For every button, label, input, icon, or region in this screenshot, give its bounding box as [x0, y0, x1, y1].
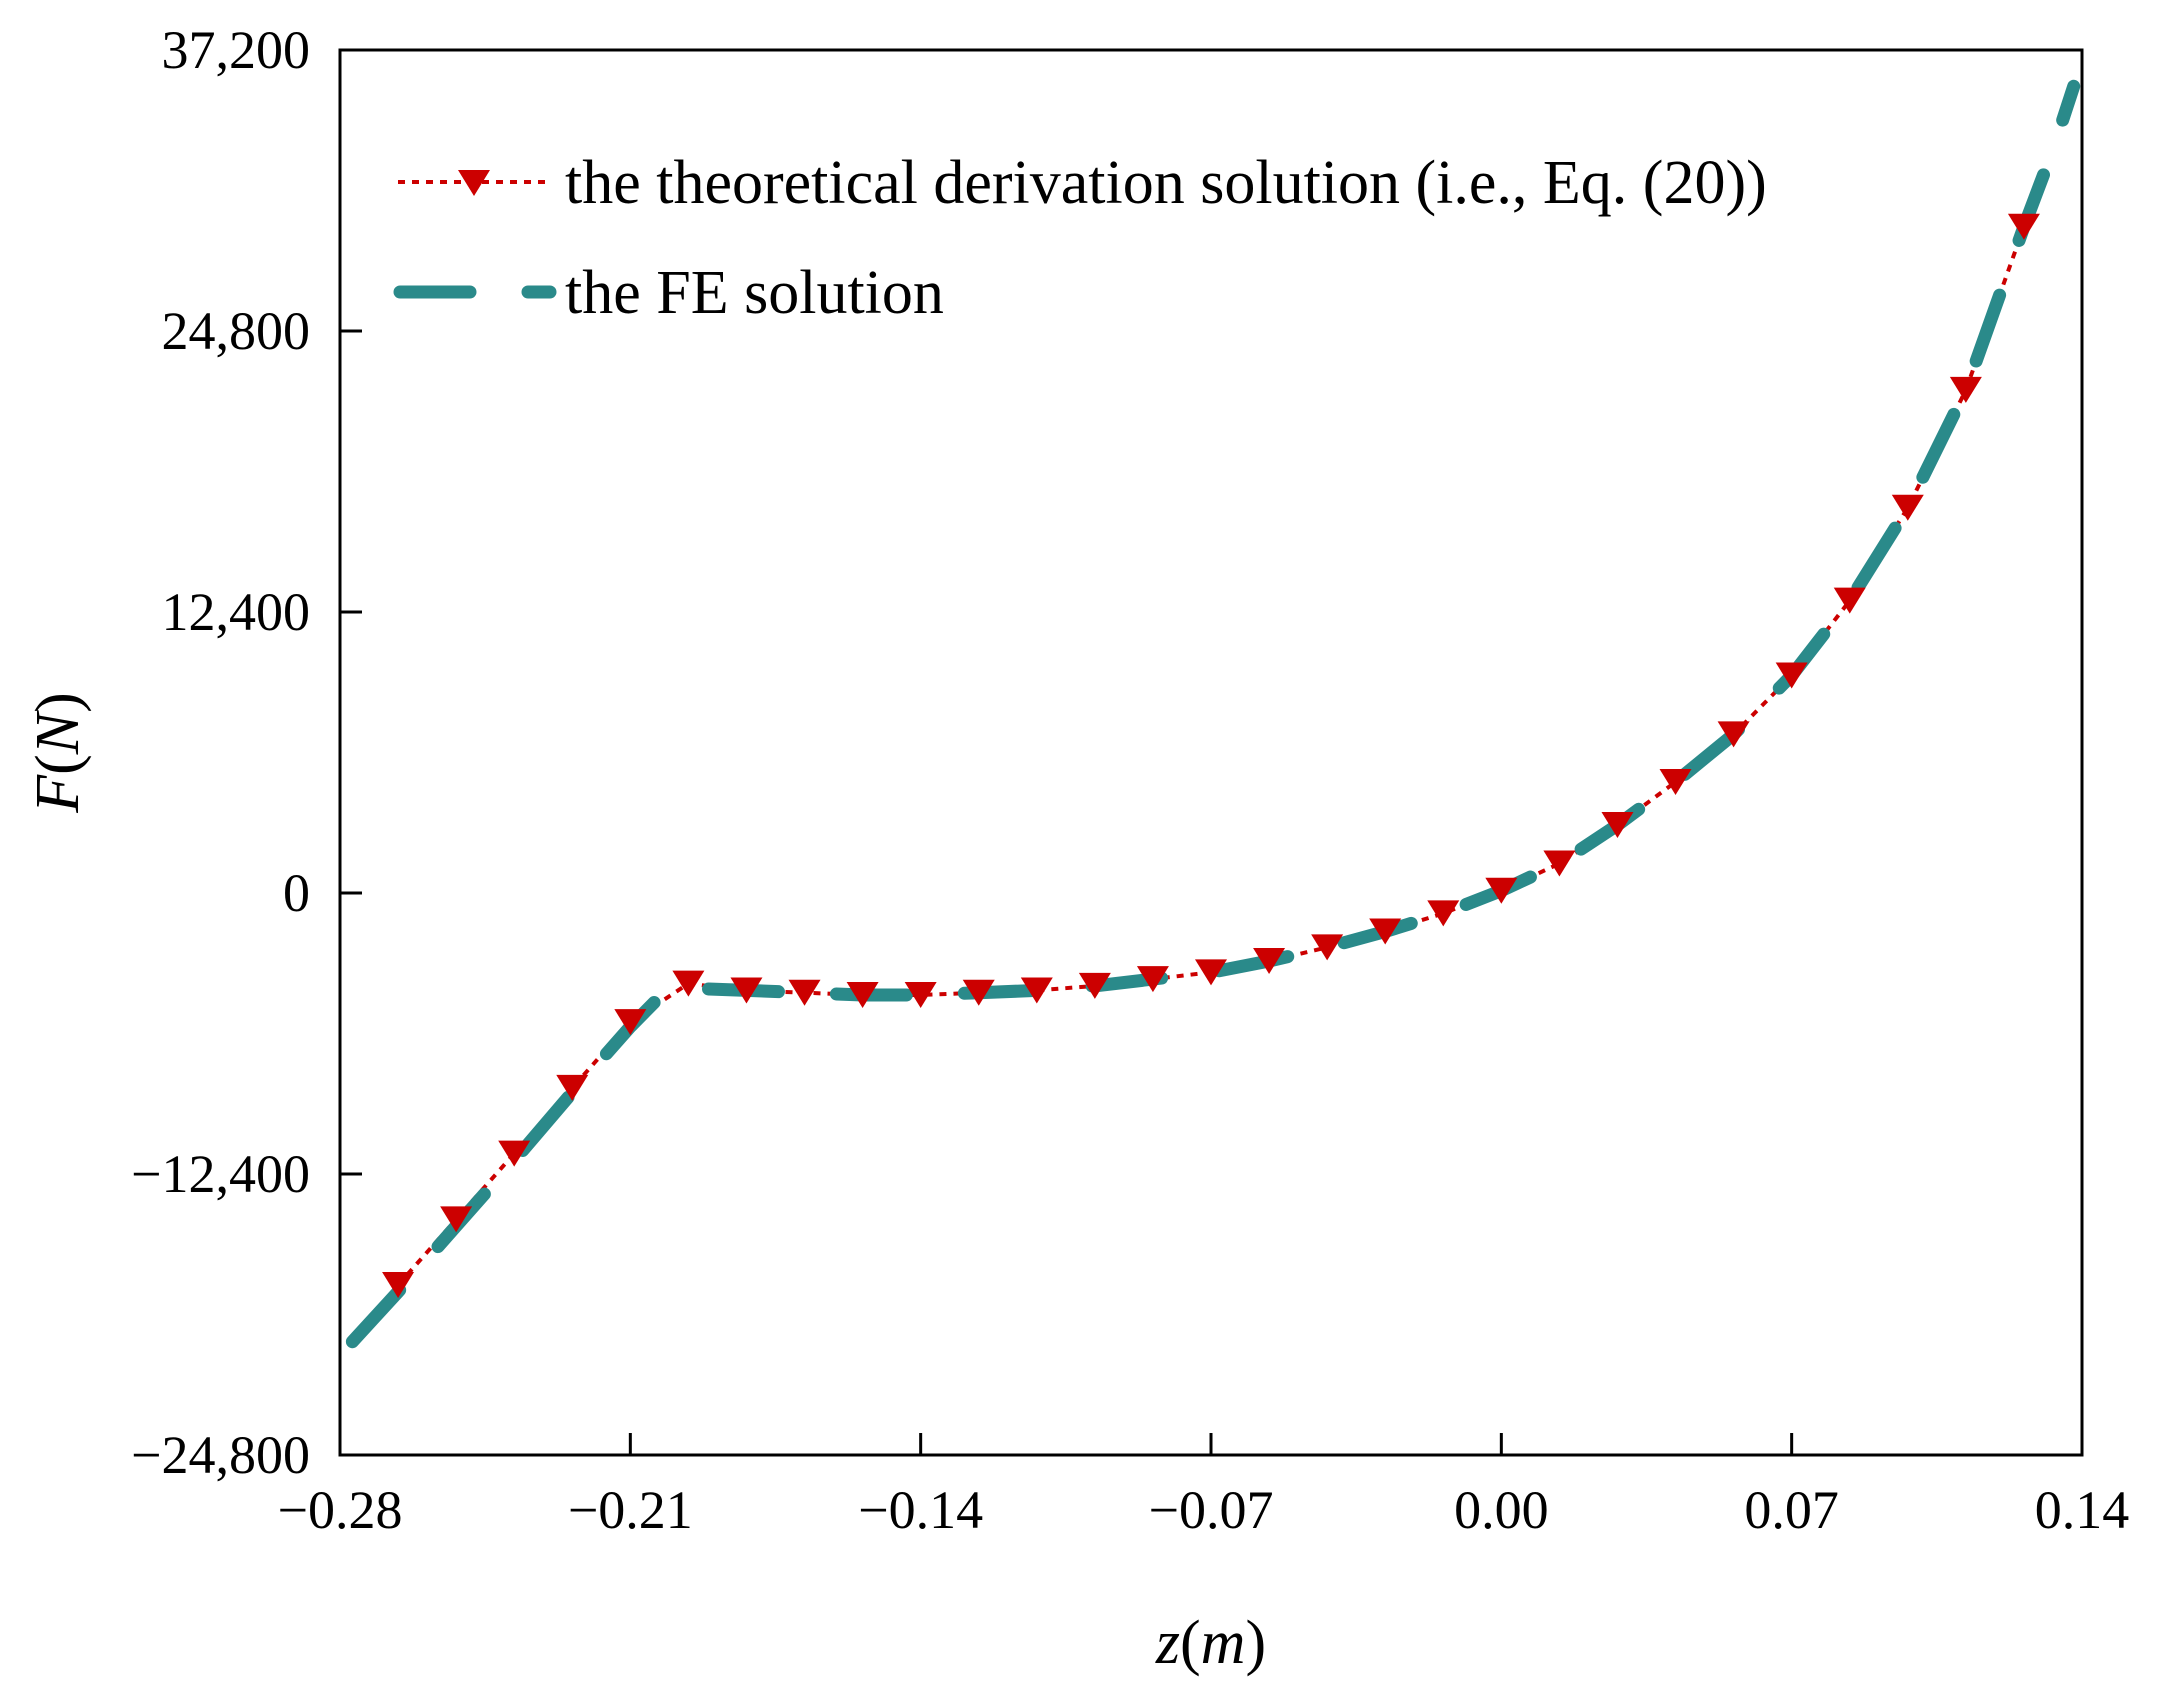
theoretical-point [556, 1074, 589, 1101]
theoretical-point [498, 1140, 531, 1167]
theoretical-point [1659, 768, 1692, 795]
theoretical-point [730, 977, 763, 1004]
theoretical-point [1891, 494, 1924, 521]
y-tick-label: −12,400 [131, 1144, 310, 1204]
theoretical-point [2007, 213, 2040, 240]
x-axis-title-unit: m [1201, 1609, 1246, 1677]
y-tick-label: 12,400 [162, 582, 311, 642]
x-tick-label: 0.00 [1454, 1480, 1549, 1540]
y-axis-title-var: F [24, 774, 92, 814]
x-axis-title-open: ( [1180, 1609, 1201, 1677]
x-tick-label: −0.07 [1149, 1480, 1274, 1540]
theoretical-point [1833, 587, 1866, 614]
x-tick-label: 0.07 [1744, 1480, 1839, 1540]
plot-marks [345, 79, 2081, 1349]
theoretical-point [1020, 977, 1053, 1004]
theoretical-point [1195, 959, 1227, 986]
theoretical-point [1949, 376, 1982, 403]
legend-swatch-theoretical-marker [458, 170, 490, 196]
theoretical-point [1078, 972, 1111, 999]
x-axis-title: z(m) [1155, 1609, 1266, 1677]
theoretical-point [1311, 934, 1344, 961]
y-axis: −24,800 −12,400 0 12,400 24,800 37,200 [131, 20, 362, 1485]
theoretical-point [1543, 850, 1576, 877]
theoretical-point [788, 979, 821, 1006]
theoretical-point [1717, 721, 1750, 748]
theoretical-point [1253, 947, 1286, 974]
y-axis-title-close: ) [24, 692, 92, 713]
x-axis-title-close: ) [1245, 1609, 1266, 1677]
legend: the theoretical derivation solution (i.e… [393, 149, 1767, 327]
theoretical-point [1369, 918, 1402, 945]
theoretical-point [1427, 900, 1460, 927]
legend-label-theoretical: the theoretical derivation solution (i.e… [565, 149, 1767, 217]
y-axis-title: F(N) [24, 692, 92, 814]
x-tick-label: 0.14 [2035, 1480, 2130, 1540]
legend-label-fe: the FE solution [565, 259, 944, 327]
theoretical-point [1775, 662, 1808, 689]
y-axis-title-unit: N [24, 709, 92, 755]
series-theoretical-line [396, 226, 2026, 1287]
theoretical-point [904, 981, 937, 1008]
theoretical-point [962, 979, 995, 1006]
theoretical-point [382, 1272, 415, 1299]
theoretical-point [846, 981, 879, 1008]
x-tick-label: −0.14 [858, 1480, 983, 1540]
legend-entry-theoretical: the theoretical derivation solution (i.e… [398, 149, 1767, 217]
theoretical-point [672, 970, 705, 997]
x-axis-title-var: z [1155, 1609, 1180, 1677]
theoretical-point [1601, 812, 1634, 839]
y-axis-title-open: ( [24, 754, 92, 775]
x-tick-label: −0.21 [568, 1480, 693, 1540]
y-tick-label: −24,800 [131, 1425, 310, 1485]
theoretical-point [614, 1009, 647, 1036]
y-tick-label: 0 [283, 863, 310, 923]
x-axis: −0.28 −0.21 −0.14 −0.07 0.00 0.07 0.14 [278, 1433, 2130, 1540]
legend-entry-fe: the FE solution [393, 259, 944, 327]
y-tick-label: 37,200 [162, 20, 311, 80]
y-tick-label: 24,800 [162, 301, 311, 361]
theoretical-point [1485, 877, 1518, 904]
x-tick-label: −0.28 [278, 1480, 403, 1540]
theoretical-point [1136, 966, 1169, 993]
theoretical-point [440, 1206, 473, 1233]
